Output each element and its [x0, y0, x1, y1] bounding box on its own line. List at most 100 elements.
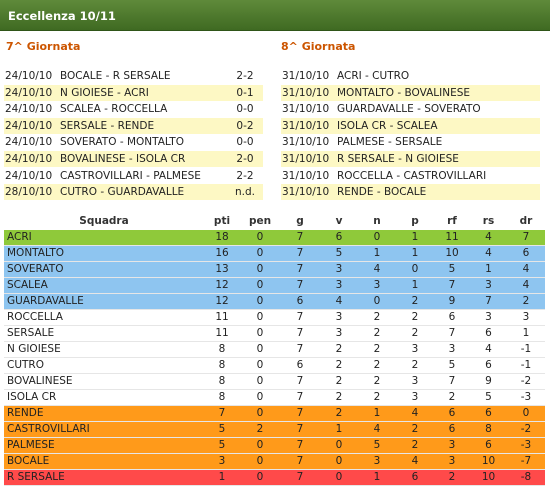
fixture-row[interactable]: 31/10/10 GUARDAVALLE - SOVERATO [281, 101, 540, 117]
stat-dr: -7 [507, 453, 545, 471]
fixture-row[interactable]: 28/10/10 CUTRO - GUARDAVALLE n.d. [4, 184, 263, 201]
stat-rf: 6 [434, 421, 470, 439]
fixture-row[interactable]: 24/10/10 CASTROVILLARI - PALMESE 2-2 [4, 168, 263, 184]
stat-dr: 4 [507, 261, 545, 279]
stat-g: 7 [280, 309, 320, 327]
stat-v: 3 [320, 277, 358, 295]
stat-rs: 1 [470, 261, 507, 279]
fixture-row[interactable]: 31/10/10 R SERSALE - N GIOIESE [281, 150, 540, 167]
stat-v: 0 [320, 469, 358, 487]
column-header-squadra: Squadra [79, 215, 129, 227]
stat-dr: -8 [507, 469, 545, 487]
stat-v: 2 [320, 341, 358, 359]
standings-row[interactable]: PALMESE 5 0 7 0 5 2 3 6 -3 [4, 437, 545, 455]
standings-row[interactable]: BOVALINESE 8 0 7 2 2 3 7 9 -2 [4, 373, 545, 391]
standings-row[interactable]: ISOLA CR 8 0 7 2 2 3 2 5 -3 [4, 389, 545, 407]
league-header: Eccellenza 10/11 [0, 0, 550, 31]
stat-rf: 2 [434, 469, 470, 487]
stat-rs: 8 [470, 421, 507, 439]
fixture-score: 0-0 [236, 136, 254, 149]
stat-dr: 7 [507, 230, 545, 247]
standings-row[interactable]: ROCCELLA 11 0 7 3 2 2 6 3 3 [4, 309, 545, 327]
stat-g: 7 [280, 469, 320, 487]
stat-g: 7 [280, 437, 320, 455]
stat-pti: 8 [204, 389, 240, 407]
stat-p: 3 [396, 389, 434, 407]
team-name: PALMESE [4, 437, 204, 455]
stat-pen: 0 [240, 357, 280, 375]
fixture-row[interactable]: 31/10/10 PALMESE - SERSALE [281, 134, 540, 150]
stat-p: 2 [396, 437, 434, 455]
standings-row[interactable]: CASTROVILLARI 5 2 7 1 4 2 6 8 -2 [4, 421, 545, 439]
team-name: BOVALINESE [4, 373, 204, 391]
stat-rs: 10 [470, 469, 507, 487]
team-name: RENDE [4, 405, 204, 423]
stat-p: 1 [396, 230, 434, 247]
team-name: N GIOIESE [4, 341, 204, 359]
round-7-title: 7^ Giornata [6, 40, 81, 53]
stat-n: 3 [358, 453, 396, 471]
stat-rf: 3 [434, 437, 470, 455]
stat-rs: 4 [470, 341, 507, 359]
fixture-date: 24/10/10 [5, 136, 53, 149]
stat-n: 2 [358, 341, 396, 359]
fixture-row[interactable]: 31/10/10 MONTALTO - BOVALINESE [281, 84, 540, 101]
stat-p: 2 [396, 325, 434, 343]
stat-p: 2 [396, 357, 434, 375]
fixture-date: 31/10/10 [282, 186, 330, 199]
stat-g: 7 [280, 261, 320, 279]
stat-rf: 10 [434, 245, 470, 263]
fixture-date: 28/10/10 [5, 186, 53, 199]
fixture-row[interactable]: 31/10/10 ROCCELLA - CASTROVILLARI [281, 168, 540, 184]
fixture-row[interactable]: 31/10/10 RENDE - BOCALE [281, 184, 540, 201]
fixture-row[interactable]: 31/10/10 ISOLA CR - SCALEA [281, 117, 540, 134]
stat-g: 7 [280, 325, 320, 343]
standings-row[interactable]: N GIOIESE 8 0 7 2 2 3 3 4 -1 [4, 341, 545, 359]
stat-p: 6 [396, 469, 434, 487]
fixture-date: 24/10/10 [5, 70, 53, 82]
standings-row[interactable]: ACRI 18 0 7 6 0 1 11 4 7 [4, 230, 545, 247]
stat-rs: 3 [470, 309, 507, 327]
fixture-row[interactable]: 24/10/10 SOVERATO - MONTALTO 0-0 [4, 134, 263, 150]
stat-n: 4 [358, 261, 396, 279]
fixture-row[interactable]: 24/10/10 BOCALE - R SERSALE 2-2 [4, 68, 263, 84]
fixture-teams: ROCCELLA - CASTROVILLARI [337, 169, 487, 182]
stat-rs: 4 [470, 230, 507, 247]
stat-dr: 2 [507, 293, 545, 311]
standings-row[interactable]: SERSALE 11 0 7 3 2 2 7 6 1 [4, 325, 545, 343]
stat-rs: 4 [470, 245, 507, 263]
fixture-date: 31/10/10 [282, 86, 330, 99]
standings-row[interactable]: SCALEA 12 0 7 3 3 1 7 3 4 [4, 277, 545, 295]
stat-v: 3 [320, 309, 358, 327]
standings-row[interactable]: RENDE 7 0 7 2 1 4 6 6 0 [4, 405, 545, 423]
standings-row[interactable]: SOVERATO 13 0 7 3 4 0 5 1 4 [4, 261, 545, 279]
standings-row[interactable]: CUTRO 8 0 6 2 2 2 5 6 -1 [4, 357, 545, 375]
team-name: ACRI [4, 230, 204, 247]
stat-pen: 0 [240, 405, 280, 423]
fixture-row[interactable]: 24/10/10 SCALEA - ROCCELLA 0-0 [4, 101, 263, 117]
fixture-date: 24/10/10 [5, 152, 53, 165]
fixture-row[interactable]: 24/10/10 BOVALINESE - ISOLA CR 2-0 [4, 150, 263, 167]
stat-rf: 7 [434, 373, 470, 391]
standings-row[interactable]: R SERSALE 1 0 7 0 1 6 2 10 -8 [4, 469, 545, 487]
fixture-date: 31/10/10 [282, 103, 330, 116]
team-name: R SERSALE [4, 469, 204, 487]
fixture-row[interactable]: 24/10/10 N GIOIESE - ACRI 0-1 [4, 84, 263, 101]
standings-row[interactable]: MONTALTO 16 0 7 5 1 1 10 4 6 [4, 245, 545, 263]
fixture-teams: N GIOIESE - ACRI [60, 86, 149, 99]
stat-pen: 0 [240, 245, 280, 263]
fixture-row[interactable]: 24/10/10 SERSALE - RENDE 0-2 [4, 117, 263, 134]
stat-rs: 6 [470, 357, 507, 375]
column-header-pen: pen [248, 215, 272, 227]
stat-pen: 0 [240, 325, 280, 343]
stat-pti: 7 [204, 405, 240, 423]
stat-v: 2 [320, 357, 358, 375]
stat-n: 2 [358, 325, 396, 343]
stat-dr: 4 [507, 277, 545, 295]
fixture-row[interactable]: 31/10/10 ACRI - CUTRO [281, 68, 540, 84]
stat-rf: 3 [434, 453, 470, 471]
stat-p: 4 [396, 453, 434, 471]
stat-pti: 1 [204, 469, 240, 487]
standings-row[interactable]: GUARDAVALLE 12 0 6 4 0 2 9 7 2 [4, 293, 545, 311]
standings-row[interactable]: BOCALE 3 0 7 0 3 4 3 10 -7 [4, 453, 545, 471]
